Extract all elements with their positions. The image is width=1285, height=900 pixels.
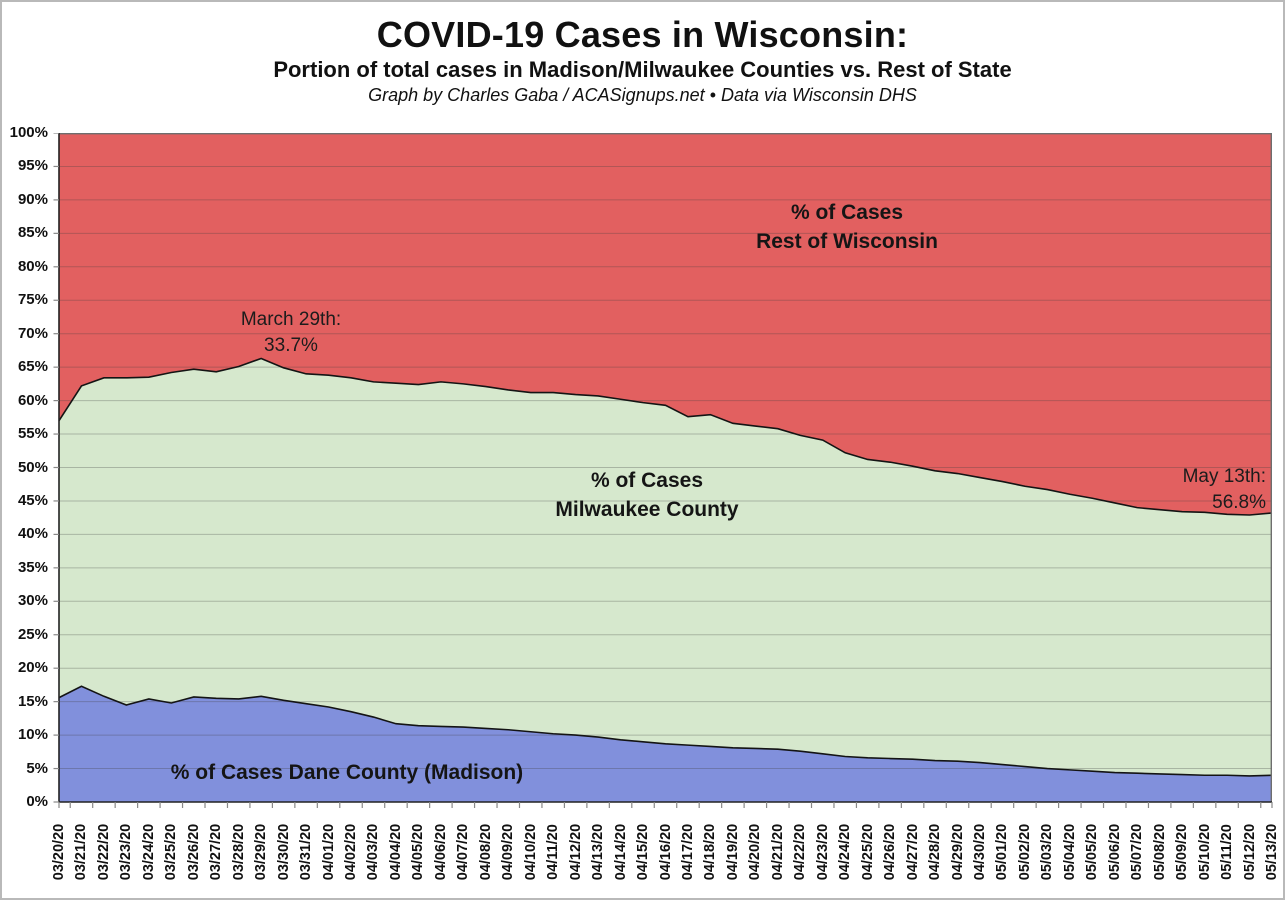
x-axis-label: 04/11/20: [545, 824, 562, 880]
x-axis-label: 04/04/20: [387, 823, 404, 881]
x-axis-label: 04/26/20: [882, 823, 899, 881]
y-axis-label: 100%: [9, 124, 48, 141]
x-axis-label: 05/02/20: [1016, 823, 1033, 881]
x-axis-label: 04/12/20: [567, 823, 584, 881]
x-axis-label: 05/09/20: [1174, 823, 1191, 881]
x-axis-label: 04/17/20: [679, 823, 696, 881]
x-axis-label: 03/21/20: [73, 823, 90, 881]
x-axis-label: 03/20/20: [51, 823, 67, 881]
x-axis-label: 04/24/20: [837, 823, 854, 881]
y-axis-label: 75%: [17, 291, 48, 309]
y-axis-label: 30%: [17, 592, 48, 610]
x-axis-label: 04/23/20: [814, 823, 831, 881]
page-credit: Graph by Charles Gaba / ACASignups.net •…: [368, 85, 917, 105]
x-axis-label: 03/31/20: [298, 823, 315, 881]
x-axis-label: 03/22/20: [95, 823, 112, 881]
x-axis-label: 04/20/20: [747, 823, 764, 881]
y-axis-label: 35%: [17, 558, 48, 576]
x-axis-label: 03/23/20: [118, 823, 135, 881]
x-axis-label: 05/01/20: [994, 823, 1011, 881]
x-axis-label: 03/30/20: [275, 823, 292, 881]
x-axis-label: 04/03/20: [365, 823, 382, 881]
y-axis-label: 50%: [17, 458, 48, 476]
x-axis-label: 04/09/20: [500, 823, 517, 881]
x-axis-label: 04/18/20: [702, 823, 719, 881]
x-axis-label: 04/21/20: [769, 823, 786, 881]
x-axis-label: 03/29/20: [253, 823, 270, 881]
x-axis-label: 04/16/20: [657, 823, 674, 881]
page-title: COVID-19 Cases in Wisconsin:: [376, 14, 909, 55]
x-axis-label: 04/28/20: [927, 823, 944, 881]
x-axis-label: 03/27/20: [208, 823, 225, 881]
annotation-march-29: March 29th: 33.7%: [241, 307, 341, 359]
x-axis-label: 04/25/20: [859, 823, 876, 881]
x-axis-label: 04/05/20: [410, 823, 427, 881]
y-axis-label: 70%: [17, 324, 48, 342]
y-axis-label: 25%: [17, 625, 48, 643]
x-axis-label: 04/06/20: [432, 823, 449, 881]
x-axis-label: 04/29/20: [949, 823, 966, 881]
x-axis-label: 05/11/20: [1219, 824, 1236, 880]
boundary-line-milwaukee: [58, 357, 1273, 516]
x-axis-label: 05/12/20: [1241, 823, 1258, 881]
y-axis-label: 20%: [17, 659, 48, 677]
y-axis-label: 0%: [26, 793, 48, 810]
y-axis-label: 45%: [17, 491, 48, 509]
x-axis-label: 04/02/20: [343, 823, 360, 881]
x-axis-label: 04/14/20: [612, 823, 629, 881]
y-axis-label: 5%: [26, 759, 48, 777]
y-axis-label: 10%: [17, 726, 48, 744]
annotation-march-29-value: 33.7%: [264, 335, 318, 356]
annotation-march-29-date: March 29th:: [240, 309, 342, 330]
y-axis-label: 55%: [17, 425, 48, 443]
x-axis-label: 03/28/20: [230, 823, 247, 881]
x-axis-label: 05/07/20: [1129, 823, 1146, 881]
area-milwaukee-county: [59, 358, 1272, 802]
x-axis-label: 04/07/20: [455, 823, 472, 881]
page-subtitle: Portion of total cases in Madison/Milwau…: [273, 57, 1012, 82]
x-axis-label: 04/27/20: [904, 823, 921, 881]
y-axis-label: 60%: [17, 391, 48, 409]
x-axis-label: 04/08/20: [477, 823, 494, 881]
x-axis-label: 04/01/20: [320, 823, 337, 881]
y-axis-label: 15%: [17, 692, 48, 710]
label-rest-of-wisconsin: % of Cases Rest of Wisconsin: [756, 198, 938, 256]
x-axis-label: 05/04/20: [1061, 823, 1078, 881]
label-milwaukee-line2: Milwaukee County: [555, 498, 739, 521]
x-axis-label: 03/25/20: [163, 823, 180, 881]
x-axis-label: 04/15/20: [635, 823, 652, 881]
label-rest-line2: Rest of Wisconsin: [756, 230, 938, 253]
label-milwaukee-county: % of Cases Milwaukee County: [555, 466, 738, 524]
x-axis-label: 03/24/20: [140, 823, 157, 881]
x-axis-label: 05/06/20: [1106, 823, 1123, 881]
y-axis-label: 90%: [17, 190, 48, 208]
x-axis-label: 05/05/20: [1084, 823, 1101, 881]
boundary-line-dane: [58, 685, 1273, 777]
label-dane-county: % of Cases Dane County (Madison): [170, 761, 524, 784]
y-axis-label: 95%: [17, 157, 48, 175]
annotation-may-13-date: May 13th:: [1182, 466, 1266, 487]
annotation-may-13-value: 56.8%: [1212, 492, 1266, 513]
y-axis-label: 65%: [17, 358, 48, 376]
x-axis-label: 04/13/20: [590, 823, 607, 881]
x-axis-label: 04/22/20: [792, 823, 809, 881]
x-axis-label: 05/13/20: [1264, 823, 1280, 881]
x-axis-label: 04/19/20: [724, 823, 741, 881]
annotation-may-13: May 13th: 56.8%: [1183, 464, 1266, 516]
y-axis-label: 40%: [17, 525, 48, 543]
y-axis-label: 80%: [17, 257, 48, 275]
x-axis-label: 05/10/20: [1196, 823, 1213, 881]
label-milwaukee-line1: % of Cases: [590, 469, 704, 492]
x-axis-label: 05/08/20: [1151, 823, 1168, 881]
x-axis-label: 05/03/20: [1039, 823, 1056, 881]
label-rest-line1: % of Cases: [790, 201, 904, 224]
plot-area: [53, 133, 1273, 808]
x-axis-label: 04/10/20: [522, 823, 539, 881]
x-axis-label: 04/30/20: [971, 823, 988, 881]
x-axis-label: 03/26/20: [185, 823, 202, 881]
y-axis-label: 85%: [17, 224, 48, 242]
